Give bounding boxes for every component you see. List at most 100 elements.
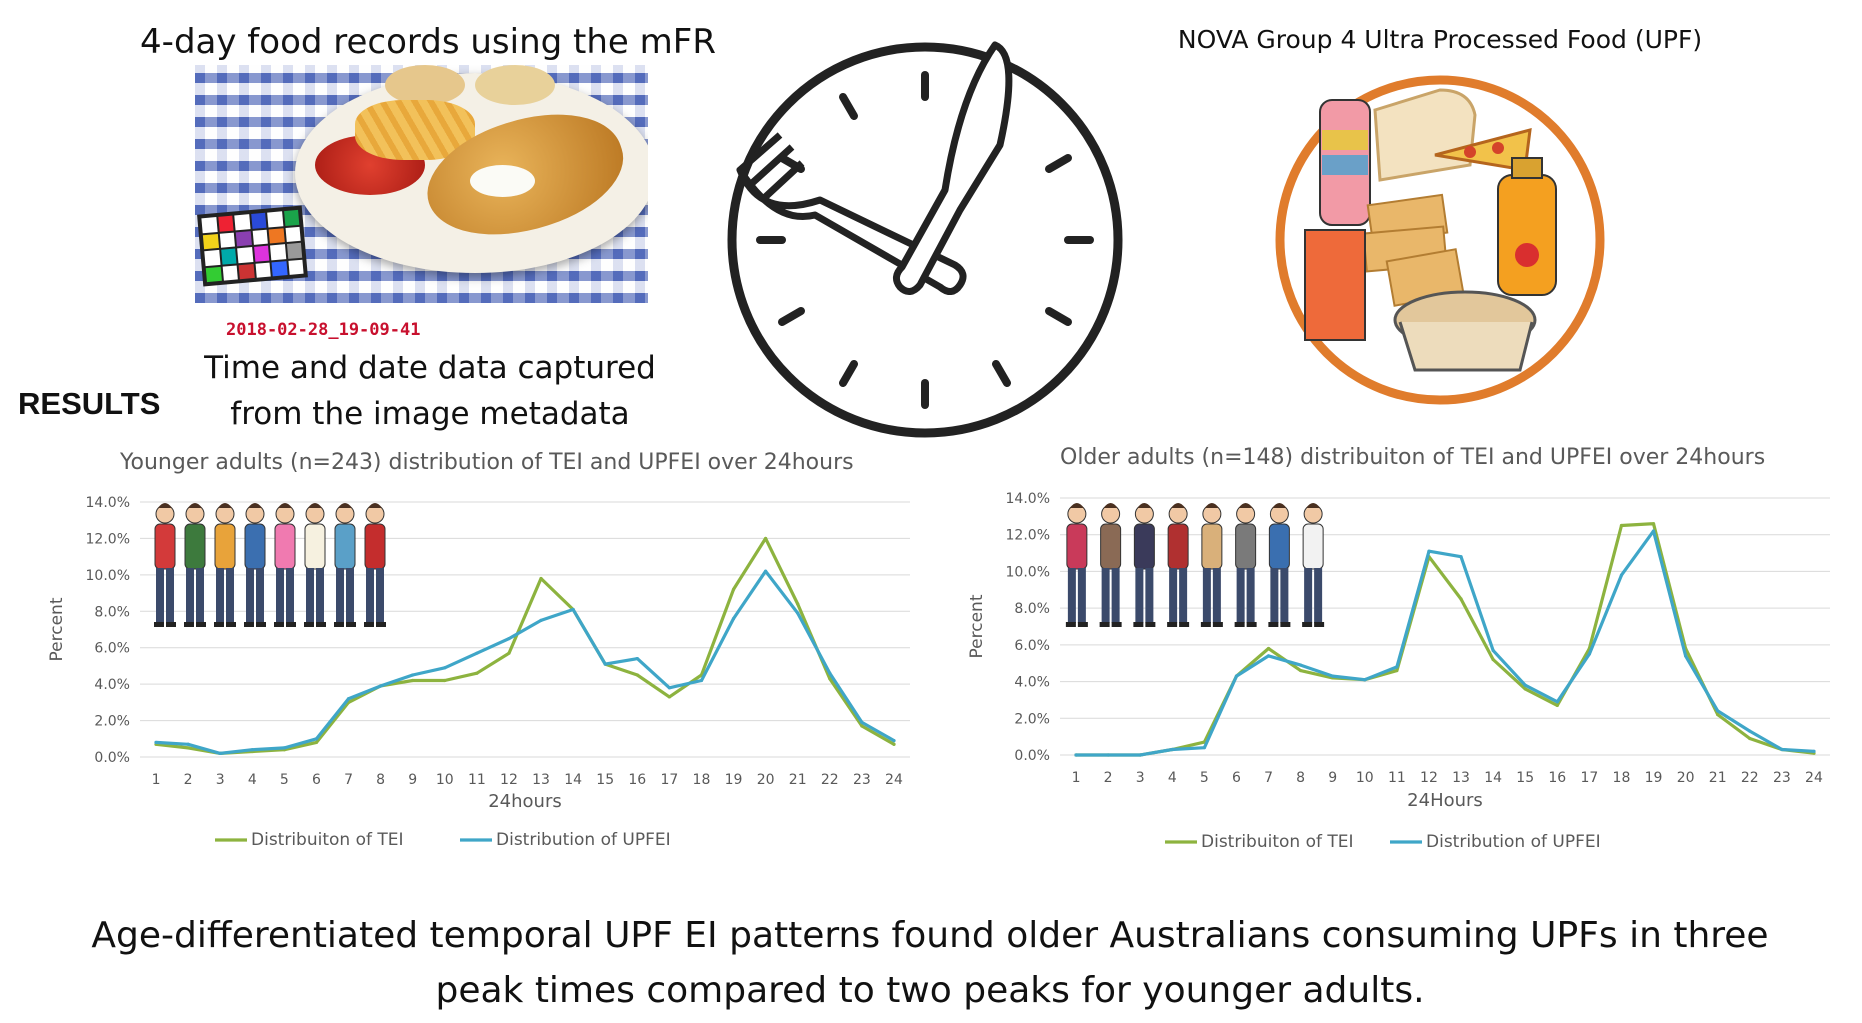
y-tick-label: 2.0%: [94, 714, 130, 730]
hair: [308, 503, 322, 508]
hair: [1103, 503, 1118, 508]
person-figure: [154, 503, 176, 627]
x-tick-label: 10: [436, 772, 454, 788]
x-tick-label: 19: [725, 772, 743, 788]
shoe: [214, 622, 224, 627]
torso: [1133, 523, 1155, 570]
data-point: [218, 751, 222, 755]
shoe: [1302, 622, 1313, 627]
conclusion-line-1: Age-differentiated temporal UPF EI patte…: [91, 915, 1769, 956]
x-tick-label: 4: [248, 772, 257, 788]
data-point: [1491, 648, 1495, 652]
clock-face: [727, 42, 1123, 438]
person-figure: [1167, 503, 1190, 627]
x-tick-label: 11: [468, 772, 486, 788]
shoe: [304, 622, 314, 627]
upf-title: NOVA Group 4 Ultra Processed Food (UPF): [1177, 25, 1703, 54]
shoe: [286, 622, 296, 627]
y-tick-label: 8.0%: [94, 604, 130, 620]
data-point: [1202, 746, 1206, 750]
data-point: [1491, 657, 1495, 662]
person-figure: [1302, 503, 1325, 627]
data-point: [764, 569, 768, 573]
data-point: [443, 678, 447, 683]
leg: [276, 568, 284, 623]
people-illustration: [154, 503, 386, 627]
chart-younger-adults: 0.0%2.0%4.0%6.0%8.0%10.0%12.0%14.0%1 2 3 4 5…: [47, 495, 910, 850]
x-tick-label: 7: [1264, 770, 1273, 786]
shoe: [376, 622, 386, 627]
leg: [306, 568, 314, 623]
person-figure: [364, 503, 386, 627]
data-point: [1331, 674, 1335, 678]
x-tick-label: 20: [1677, 770, 1695, 786]
data-point: [571, 607, 575, 612]
shoe: [166, 622, 176, 627]
chart-title-younger: Younger adults (n=243) distribution of T…: [120, 450, 854, 475]
torso: [244, 523, 266, 570]
data-point: [764, 536, 768, 541]
people-illustration: [1065, 503, 1325, 627]
x-tick-label: 20: [757, 772, 775, 788]
data-point: [1555, 700, 1559, 704]
potato: [475, 65, 555, 105]
x-tick-label: 12: [1420, 770, 1438, 786]
x-tick-label: 23: [1773, 770, 1791, 786]
leg: [256, 568, 264, 623]
data-point: [475, 671, 479, 675]
shoe: [334, 622, 344, 627]
results-heading: RESULTS: [18, 386, 161, 421]
shoe: [256, 622, 266, 627]
person-figure: [304, 503, 326, 627]
x-tick-label: 17: [1580, 770, 1598, 786]
data-point: [892, 739, 896, 743]
leg: [1314, 568, 1323, 623]
x-tick-label: 2: [184, 772, 193, 788]
leg: [316, 568, 324, 623]
popcorn-box-icon: [1304, 229, 1366, 341]
shoe: [1077, 622, 1088, 627]
upf-collage: [1275, 75, 1605, 405]
torso: [184, 523, 206, 570]
data-point: [635, 673, 639, 677]
person-figure: [184, 503, 206, 627]
x-tick-label: 11: [1388, 770, 1406, 786]
hair: [1171, 503, 1186, 508]
torso: [1167, 523, 1189, 570]
data-point: [1395, 665, 1399, 669]
leg: [376, 568, 384, 623]
data-point: [250, 748, 254, 752]
series-line-upfei: [154, 569, 896, 755]
x-tick-label: 9: [408, 772, 417, 788]
juice-bottle-icon: [1497, 174, 1557, 296]
data-point: [1427, 549, 1431, 553]
data-point: [860, 720, 864, 724]
data-point: [1619, 523, 1624, 528]
leg: [1101, 568, 1110, 623]
data-point: [796, 611, 800, 615]
y-tick-label: 4.0%: [94, 677, 130, 693]
crackers-icon: [1362, 193, 1465, 307]
x-tick-label: 21: [789, 772, 807, 788]
legend-label: Distribuiton of TEI: [1201, 832, 1354, 852]
data-point: [1299, 668, 1303, 673]
data-point: [796, 602, 800, 606]
y-axis-label: Percent: [47, 597, 67, 661]
y-tick-label: 12.0%: [86, 531, 130, 547]
torso: [364, 523, 386, 570]
leg: [366, 568, 374, 623]
x-tick-label: 22: [821, 772, 839, 788]
person-figure: [1065, 503, 1088, 627]
leg: [1077, 568, 1086, 623]
x-tick-label: 18: [693, 772, 711, 788]
data-point: [1266, 646, 1271, 651]
shoe: [1246, 622, 1257, 627]
torso: [274, 523, 296, 570]
data-point: [828, 671, 832, 675]
torso: [1201, 523, 1223, 570]
leg: [166, 568, 174, 623]
hair: [188, 503, 202, 508]
shoe: [316, 622, 326, 627]
x-tick-label: 23: [853, 772, 871, 788]
leg: [1246, 568, 1255, 623]
